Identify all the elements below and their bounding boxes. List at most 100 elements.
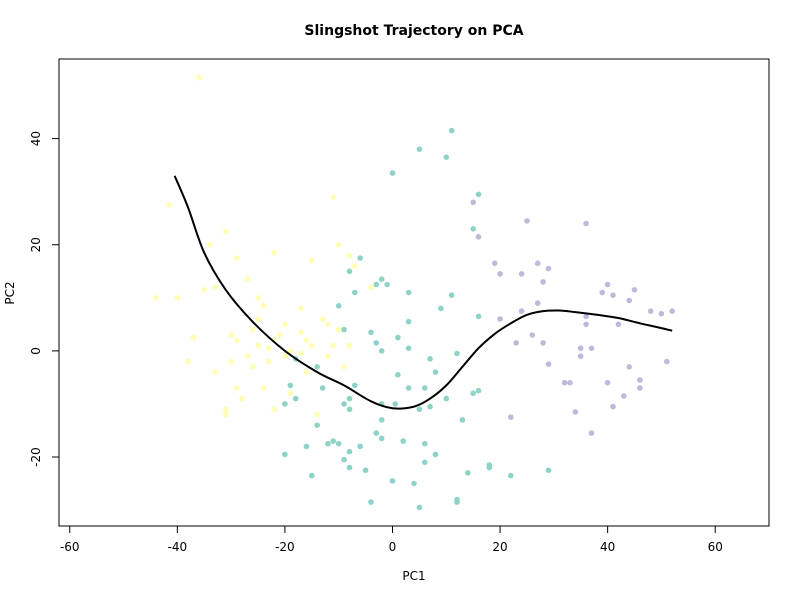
data-point-cluster-1 [222, 411, 229, 418]
data-point-cluster-3 [508, 414, 514, 421]
data-point-cluster-2 [314, 422, 321, 429]
data-point-cluster-3 [513, 340, 519, 346]
data-point-cluster-1 [228, 332, 234, 338]
data-point-cluster-3 [567, 379, 573, 386]
data-point-cluster-3 [583, 313, 589, 320]
data-point-cluster-2 [357, 443, 364, 450]
data-point-cluster-1 [346, 342, 353, 349]
x-tick-label: 40 [600, 540, 615, 554]
data-point-cluster-3 [604, 379, 611, 386]
data-point-cluster-2 [346, 395, 353, 402]
y-axis: -20 0 20 40 [29, 131, 60, 467]
data-point-cluster-2 [392, 401, 399, 407]
data-point-cluster-2 [395, 372, 401, 378]
data-point-cluster-2 [405, 385, 412, 391]
x-tick-label: -20 [275, 540, 295, 554]
data-point-cluster-1 [266, 358, 272, 365]
y-tick-label: 40 [29, 131, 43, 146]
data-point-cluster-1 [222, 228, 229, 235]
slingshot-trajectory-curve [173, 175, 673, 410]
data-point-cluster-3 [497, 316, 503, 322]
data-point-cluster-2 [470, 390, 477, 397]
data-point-cluster-2 [427, 403, 433, 410]
data-point-cluster-1 [330, 194, 337, 200]
data-point-cluster-2 [427, 356, 433, 362]
data-point-cluster-2 [400, 438, 407, 444]
x-tick-label: 60 [708, 540, 723, 554]
data-point-cluster-2 [368, 329, 374, 336]
data-point-cluster-2 [416, 504, 423, 511]
data-point-cluster-3 [615, 321, 622, 328]
data-point-cluster-2 [378, 417, 385, 423]
data-point-cluster-3 [604, 281, 611, 288]
data-point-cluster-3 [561, 379, 568, 386]
data-point-cluster-3 [475, 234, 482, 240]
data-point-cluster-3 [529, 332, 536, 338]
data-point-cluster-2 [486, 462, 493, 468]
data-point-cluster-3 [669, 308, 675, 314]
data-point-cluster-2 [448, 292, 455, 299]
data-point-cluster-3 [658, 310, 665, 317]
data-point-cluster-1 [325, 353, 331, 360]
data-point-cluster-2 [422, 385, 428, 391]
data-point-cluster-1 [282, 321, 288, 328]
data-point-cluster-3 [610, 403, 616, 410]
data-point-cluster-1 [228, 358, 234, 365]
data-point-cluster-2 [378, 348, 385, 354]
data-point-cluster-1 [271, 406, 278, 413]
data-point-cluster-1 [346, 252, 353, 259]
data-point-cluster-1 [249, 364, 256, 370]
x-tick-label: -60 [60, 540, 80, 554]
data-point-cluster-2 [335, 440, 342, 447]
trajectory-curve-layer [173, 175, 673, 410]
data-point-cluster-2 [282, 401, 288, 407]
y-axis-label: PC2 [3, 281, 17, 304]
data-point-cluster-2 [405, 345, 412, 352]
data-point-cluster-2 [373, 281, 380, 288]
y-tick-label: 0 [29, 347, 43, 355]
data-point-cluster-3 [470, 199, 477, 206]
data-point-cluster-2 [459, 417, 466, 423]
data-point-cluster-1 [298, 329, 304, 336]
data-point-cluster-2 [438, 305, 444, 312]
data-point-cluster-3 [518, 271, 525, 277]
data-point-cluster-2 [346, 406, 353, 413]
data-point-cluster-1 [352, 263, 358, 269]
data-point-cluster-3 [534, 300, 541, 306]
data-point-cluster-3 [545, 265, 552, 272]
data-point-cluster-2 [416, 146, 423, 152]
data-point-cluster-2 [475, 191, 482, 198]
data-point-cluster-2 [389, 478, 396, 484]
data-point-cluster-1 [319, 316, 326, 322]
data-point-cluster-1 [266, 345, 272, 352]
data-point-cluster-1 [325, 321, 331, 328]
data-point-cluster-3 [572, 409, 579, 415]
data-point-cluster-1 [201, 287, 207, 293]
plot-frame [58, 58, 770, 527]
data-point-cluster-1 [233, 385, 240, 391]
data-point-cluster-1 [233, 337, 240, 344]
data-point-cluster-2 [282, 451, 288, 458]
data-point-cluster-3 [524, 218, 530, 224]
data-point-cluster-1 [303, 369, 310, 375]
data-point-cluster-3 [626, 297, 632, 304]
data-point-cluster-1 [255, 316, 261, 322]
data-point-cluster-3 [599, 289, 606, 296]
data-point-cluster-1 [212, 369, 218, 375]
data-point-cluster-1 [298, 305, 304, 312]
data-point-cluster-3 [664, 358, 670, 365]
data-point-cluster-2 [352, 382, 358, 389]
data-point-cluster-2 [335, 303, 342, 309]
data-point-cluster-2 [378, 276, 385, 283]
data-point-cluster-2 [303, 443, 310, 450]
data-point-cluster-1 [260, 385, 267, 391]
data-point-cluster-3 [540, 279, 546, 285]
data-point-cluster-1 [335, 326, 342, 333]
data-point-cluster-3 [518, 308, 525, 314]
x-tick-label: 20 [492, 540, 507, 554]
data-point-cluster-1 [255, 342, 261, 349]
data-point-cluster-1 [233, 255, 240, 261]
data-point-cluster-2 [357, 255, 364, 261]
data-point-cluster-1 [190, 334, 197, 341]
data-point-cluster-2 [475, 387, 482, 394]
